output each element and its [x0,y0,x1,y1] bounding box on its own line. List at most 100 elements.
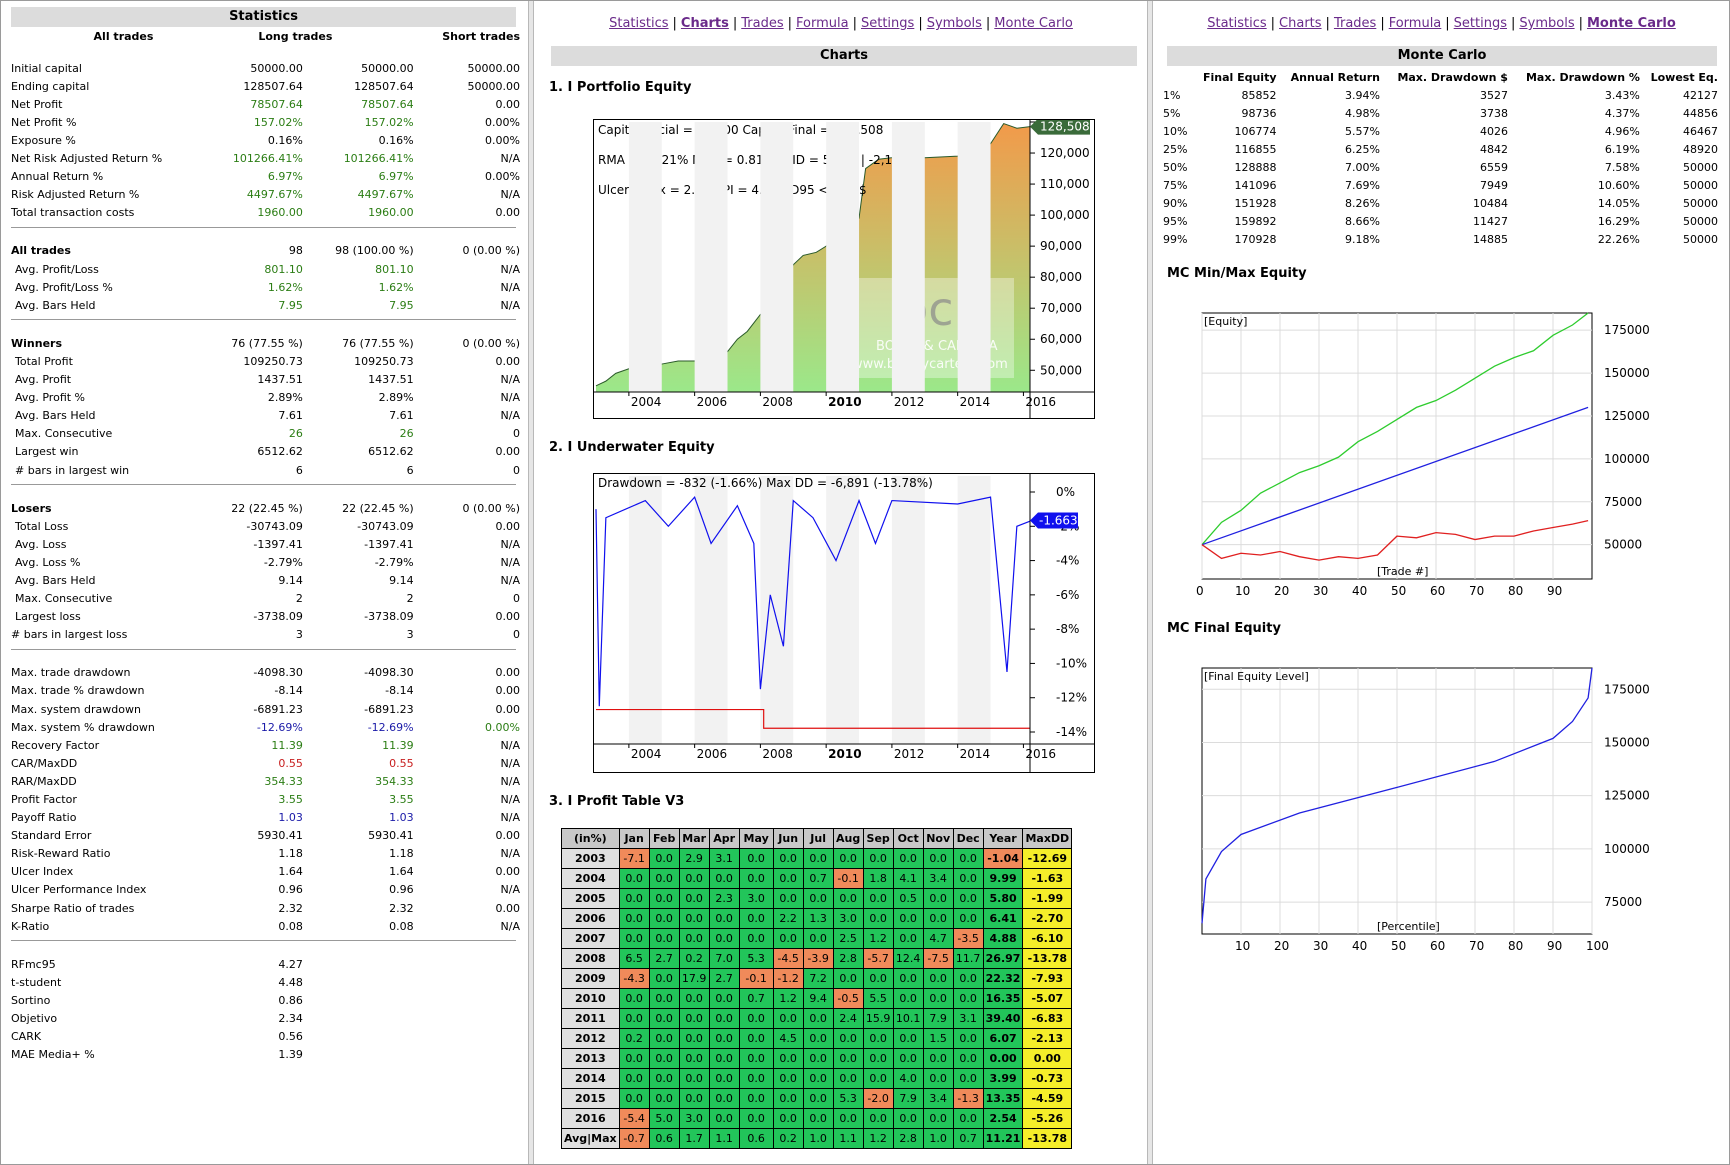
mc-cell: 170928 [1234,232,1277,246]
mc-cell: 46467 [1683,124,1718,138]
stat-row: All trades 98 98 (100.00 %) 0 (0.00 %) [11,242,524,260]
mc-y-tick: 150000 [1604,735,1650,749]
nav-link-statistics[interactable]: Statistics [1207,16,1267,31]
stat-value: -1397.41 [364,537,414,551]
stat-value: 101266.41% [232,152,303,166]
profit-cell: -5.07 [1022,988,1073,1009]
stat-value: 26 [288,427,303,441]
stat-value [418,991,524,1009]
stat-value: 1960.00 [257,206,303,220]
montecarlo-pane: Statistics | Charts | Trades | Formula | Setting… [1154,2,1729,1159]
mc-x-tick: 70 [1469,939,1484,953]
stat-row: Ulcer Performance Index 0.96 0.96 N/A [11,881,524,899]
mc-column-header [1163,68,1191,86]
stat-value: N/A [500,262,520,276]
stat-value: 1.18 [278,847,303,861]
mc-cell: 22.26% [1597,232,1640,246]
mc-y-tick: 75000 [1604,495,1642,509]
mc-cell: 75% [1163,178,1188,192]
nav-link-montecarlo[interactable]: Monte Carlo [994,16,1073,31]
profit-cell: 2.9 [678,848,710,869]
stat-label: Avg. Profit/Loss [15,262,99,276]
stat-label: Losers [11,501,52,515]
stat-label: Avg. Bars Held [15,298,96,312]
profit-cell: 0.5 [892,888,924,909]
profit-cell: 0.0 [952,1108,984,1129]
profit-row: Avg|Max -0.7 0.6 1.7 1.1 0.6 0.2 1.0 1.1 1.2 2.8 1.… [561,1128,1073,1149]
profit-cell: 2.54 [982,1108,1024,1129]
profit-cell: 7.2 [802,968,834,989]
stat-row: # bars in largest loss 3 3 0 [11,626,524,644]
profit-cell: 0.0 [678,928,710,949]
nav-link-charts[interactable]: Charts [1279,16,1322,31]
profit-year: 2016 [561,1108,620,1129]
profit-year: 2013 [561,1048,620,1069]
stat-value: 0.00 [495,901,521,915]
column-header: Long trades [258,29,333,43]
nav-link-settings[interactable]: Settings [1453,16,1507,31]
nav-link-charts[interactable]: Charts [680,16,729,31]
stat-label: Total Loss [15,519,69,533]
mc-x-label: [Percentile] [1377,920,1440,933]
mc-x-tick: 50 [1391,939,1406,953]
stat-row: RAR/MaxDD 354.33 354.33 N/A [11,772,524,790]
profit-cell: 0.0 [648,1048,680,1069]
stat-value: 128507.64 [243,79,303,93]
stat-label: MAE Media+ % [11,1048,95,1062]
stat-value [418,1046,524,1064]
profit-cell: 0.0 [678,988,710,1009]
stat-label: CARK [11,1030,42,1044]
profit-cell: 0.0 [922,968,954,989]
stat-value: 98 (100.00 %) [335,244,414,258]
drawdown-line [595,495,1031,707]
stat-value: N/A [500,793,520,807]
profit-cell: 0.0 [772,1068,804,1089]
stat-row: Largest loss -3738.09 -3738.09 0.00 [11,608,524,626]
profit-cell: 3.1 [952,1008,984,1029]
profit-cell: 0.6 [738,1128,774,1149]
nav-link-trades[interactable]: Trades [741,16,784,31]
mc-cell: 9.18% [1345,232,1380,246]
pane-separator-left[interactable] [528,1,534,1164]
stat-label: Avg. Profit % [15,391,86,405]
mc-x-tick: 90 [1547,939,1562,953]
stat-value: 7.61 [389,409,414,423]
profit-cell: -1.2 [772,968,804,989]
profit-cell: 0.0 [678,868,710,889]
mc-x-tick: 10 [1235,939,1250,953]
drawdown-x-tick: 2010 [828,747,861,761]
stat-value: 1960.00 [368,206,414,220]
stat-value: 0.00% [485,115,520,129]
nav-link-statistics[interactable]: Statistics [609,16,669,31]
mc-row: 10% 106774 5.57% 4026 4.96% 46467 [1163,122,1718,140]
nav-link-settings[interactable]: Settings [860,16,915,31]
nav-link-symbols[interactable]: Symbols [926,16,982,31]
stat-value: -30743.09 [246,519,303,533]
profit-cell: 2.8 [892,1128,924,1149]
nav-link-montecarlo[interactable]: Monte Carlo [1586,16,1676,31]
pane-separator-right[interactable] [1147,1,1153,1164]
profit-row: 2014 0.0 0.0 0.0 0.0 0.0 0.0 0.0 0.0 0.0 4.0 0.0 0.0… [561,1068,1073,1089]
nav-link-formula[interactable]: Formula [796,16,849,31]
stat-value: -3738.09 [364,610,414,624]
nav-link-symbols[interactable]: Symbols [1519,16,1575,31]
stat-row: Avg. Profit/Loss 801.10 801.10 N/A [11,260,524,278]
stat-row: # bars in largest win 6 6 0 [11,461,524,479]
stat-label: Net Risk Adjusted Return % [11,152,163,166]
stat-row: Objetivo 2.34 [11,1010,524,1028]
stat-value: 50000.00 [361,61,414,75]
profit-cell: 0.0 [648,968,680,989]
profit-cell: 5.80 [982,888,1024,909]
nav-link-trades[interactable]: Trades [1333,16,1377,31]
stat-label: Payoff Ratio [11,811,77,825]
nav-link-formula[interactable]: Formula [1388,16,1442,31]
stat-value: 5930.41 [257,829,303,843]
mc-y-tick: 100000 [1604,842,1650,856]
stat-label: Standard Error [11,829,92,843]
profit-cell: 0.0 [802,928,834,949]
drawdown-y-tick: 0% [1056,485,1075,499]
profit-row: 2007 0.0 0.0 0.0 0.0 0.0 0.0 0.0 2.5 1.2 0.0 4.7 -3.… [561,928,1073,949]
profit-cell: 0.0 [952,888,984,909]
profit-column-header: MaxDD [1022,828,1073,849]
profit-cell: 0.0 [738,1028,774,1049]
